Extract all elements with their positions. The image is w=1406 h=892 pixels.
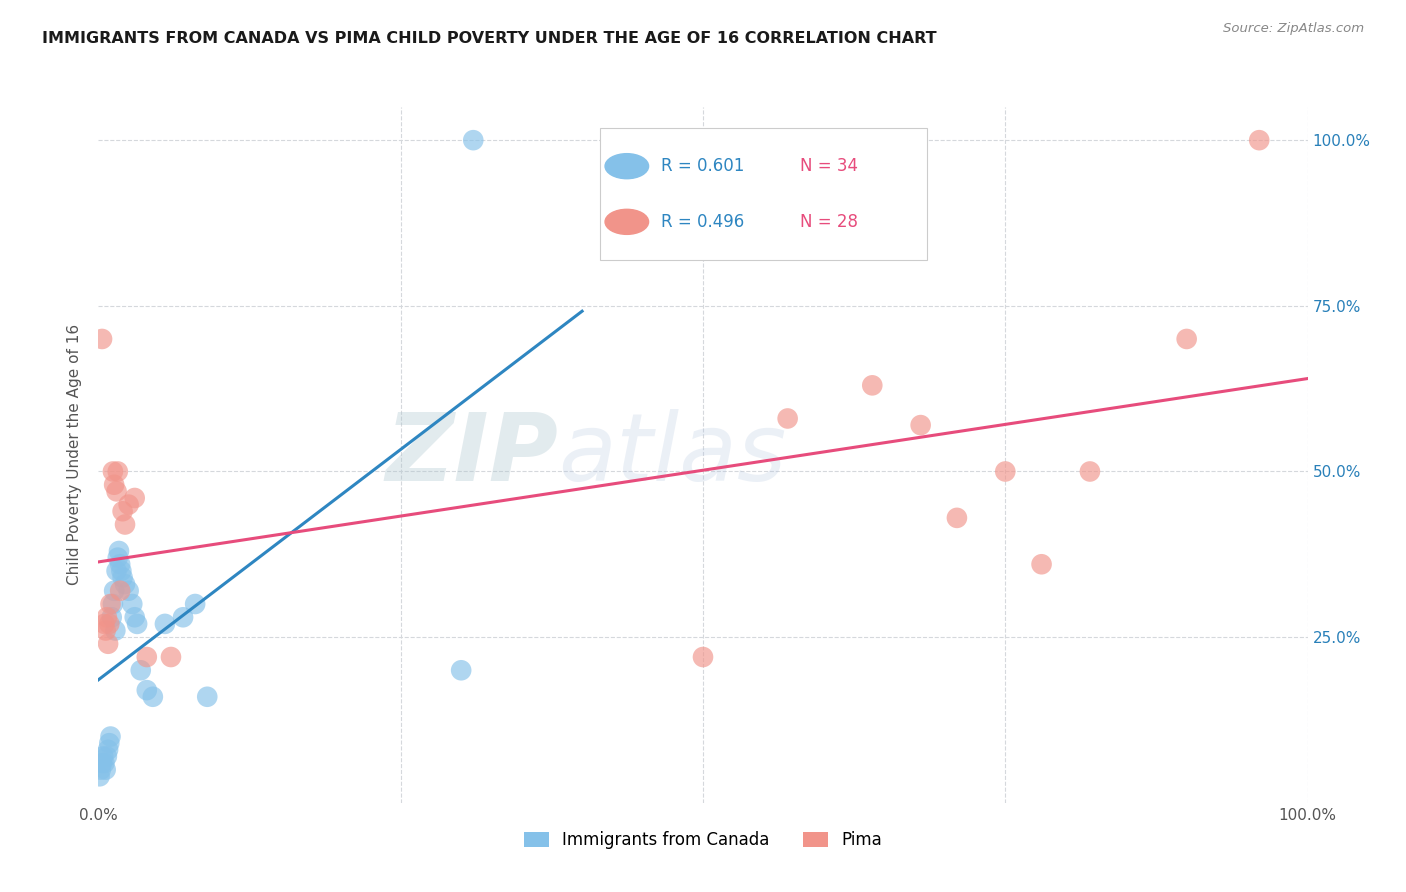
Point	[184, 597, 207, 611]
Point	[101, 597, 124, 611]
Text: R = 0.601: R = 0.601	[661, 157, 744, 175]
Point	[1175, 332, 1198, 346]
Text: R = 0.496: R = 0.496	[661, 213, 744, 231]
Point	[1078, 465, 1101, 479]
Point	[114, 577, 136, 591]
Point	[91, 749, 114, 764]
Point	[94, 763, 117, 777]
Point	[135, 650, 157, 665]
Point	[860, 378, 883, 392]
Point	[89, 769, 111, 783]
Point	[1031, 558, 1053, 572]
Point	[105, 564, 128, 578]
FancyBboxPatch shape	[600, 128, 927, 260]
Point	[101, 465, 124, 479]
Point	[153, 616, 176, 631]
Point	[124, 491, 146, 505]
Point	[103, 583, 125, 598]
Point	[776, 411, 799, 425]
Legend: Immigrants from Canada, Pima: Immigrants from Canada, Pima	[516, 822, 890, 857]
Text: atlas: atlas	[558, 409, 786, 500]
Point	[108, 583, 131, 598]
Point	[91, 332, 114, 346]
Point	[195, 690, 218, 704]
Point	[97, 743, 120, 757]
Point	[98, 736, 121, 750]
Point	[97, 637, 120, 651]
Point	[114, 517, 136, 532]
Point	[110, 564, 132, 578]
Point	[107, 550, 129, 565]
Point	[108, 558, 131, 572]
Text: Source: ZipAtlas.com: Source: ZipAtlas.com	[1223, 22, 1364, 36]
Point	[124, 610, 146, 624]
Point	[96, 749, 118, 764]
Text: N = 28: N = 28	[800, 213, 858, 231]
Point	[98, 616, 121, 631]
Point	[111, 570, 134, 584]
Text: IMMIGRANTS FROM CANADA VS PIMA CHILD POVERTY UNDER THE AGE OF 16 CORRELATION CHA: IMMIGRANTS FROM CANADA VS PIMA CHILD POV…	[42, 31, 936, 46]
Point	[93, 616, 115, 631]
Point	[1249, 133, 1271, 147]
Text: ZIP: ZIP	[385, 409, 558, 501]
Point	[450, 663, 472, 677]
Point	[108, 544, 131, 558]
Point	[103, 477, 125, 491]
Point	[94, 624, 117, 638]
Point	[118, 498, 141, 512]
Point	[160, 650, 183, 665]
Point	[100, 597, 122, 611]
Point	[93, 756, 115, 770]
Point	[994, 465, 1017, 479]
Point	[96, 610, 118, 624]
Point	[118, 583, 141, 598]
Point	[463, 133, 485, 147]
Point	[127, 616, 149, 631]
Point	[121, 597, 143, 611]
Point	[142, 690, 165, 704]
Point	[104, 624, 127, 638]
Point	[91, 756, 114, 770]
Point	[135, 683, 157, 698]
Point	[946, 511, 969, 525]
Circle shape	[605, 153, 648, 178]
Point	[100, 610, 122, 624]
Point	[910, 418, 932, 433]
Point	[692, 650, 714, 665]
Point	[105, 484, 128, 499]
Circle shape	[605, 210, 648, 235]
Point	[172, 610, 194, 624]
Point	[107, 465, 129, 479]
Point	[90, 763, 112, 777]
Point	[129, 663, 152, 677]
Y-axis label: Child Poverty Under the Age of 16: Child Poverty Under the Age of 16	[67, 325, 83, 585]
Point	[111, 504, 134, 518]
Point	[100, 730, 122, 744]
Text: N = 34: N = 34	[800, 157, 858, 175]
